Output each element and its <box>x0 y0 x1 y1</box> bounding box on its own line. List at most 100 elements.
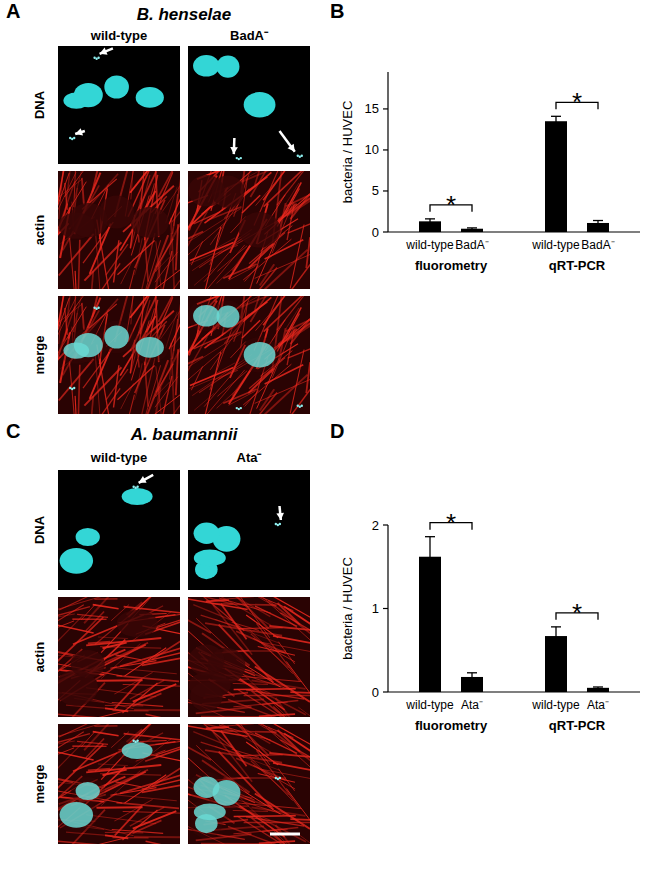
actin-fiber <box>193 732 232 748</box>
panel-letter: D <box>330 420 344 442</box>
bar <box>461 229 483 232</box>
actin-fiber <box>264 171 310 207</box>
error-bar <box>425 219 435 224</box>
nucleus <box>194 523 220 544</box>
actin-fiber <box>130 171 162 193</box>
actin-fiber <box>96 679 142 682</box>
actin-fiber <box>86 738 104 757</box>
micrograph <box>188 171 310 289</box>
actin-fiber <box>278 603 300 625</box>
actin-fiber <box>133 811 177 828</box>
actin-fiber <box>188 211 208 277</box>
actin-fiber <box>286 661 310 700</box>
bar <box>545 121 567 232</box>
nucleus <box>76 782 100 800</box>
actin-fiber <box>278 386 310 414</box>
actin-fiber <box>82 178 84 205</box>
actin-fiber <box>290 818 310 821</box>
actin-fiber <box>255 379 310 404</box>
nucleus <box>60 548 93 574</box>
actin-fiber <box>69 361 76 414</box>
actin-fiber <box>194 268 214 285</box>
micrograph <box>58 597 180 717</box>
actin-fiber <box>106 369 128 400</box>
actin-fiber <box>94 725 117 727</box>
actin-fiber <box>251 761 289 795</box>
actin-fiber <box>273 636 310 643</box>
actin-fiber <box>206 724 272 753</box>
arrow-shaft <box>280 131 295 152</box>
actin-fiber <box>264 296 310 332</box>
actin-fiber <box>269 626 310 630</box>
error-cap <box>425 218 435 219</box>
error-cap <box>467 672 477 673</box>
actin-fiber <box>306 237 310 268</box>
actin-fiber <box>105 705 143 706</box>
cell-body <box>131 332 169 363</box>
actin-fiber <box>211 724 254 727</box>
actin-fiber <box>158 171 180 197</box>
actin-fiber <box>259 714 295 716</box>
cell-body <box>211 176 244 208</box>
actin-fiber <box>127 395 134 414</box>
arrow-head <box>75 128 83 135</box>
micrograph-background <box>188 597 310 717</box>
bacterium <box>240 157 242 159</box>
arrow-shaft <box>139 475 154 483</box>
axis-label: bacteria / HUVEC <box>340 557 355 660</box>
cell-body <box>131 207 169 238</box>
actin-fiber <box>155 743 180 755</box>
nucleus <box>104 75 129 98</box>
actin-fiber <box>242 195 260 213</box>
bacterium <box>73 137 75 139</box>
y-tick-label: 15 <box>365 101 379 116</box>
bacterium <box>97 307 99 309</box>
micrograph <box>188 296 310 414</box>
arrow-head <box>288 144 295 152</box>
actin-fiber <box>298 707 310 717</box>
nucleus <box>136 87 164 108</box>
actin-fiber <box>236 758 285 780</box>
nucleus <box>74 83 103 107</box>
actin-fiber <box>204 377 229 406</box>
actin-fiber <box>162 256 180 289</box>
actin-fiber <box>298 834 310 844</box>
cell-body <box>189 672 231 699</box>
micrograph-background <box>58 470 180 590</box>
actin-fiber <box>188 336 208 402</box>
micrograph <box>58 46 180 164</box>
cell-body <box>117 737 158 764</box>
y-tick <box>383 524 388 525</box>
cell-body <box>239 212 281 247</box>
cell-body <box>69 203 108 237</box>
error-cap <box>467 227 477 228</box>
nucleus <box>194 777 220 798</box>
actin-fiber <box>96 806 142 809</box>
bacterium <box>240 407 242 409</box>
nucleus <box>216 306 239 328</box>
actin-fiber <box>84 597 111 623</box>
cell-body <box>239 337 281 372</box>
x-tick-label: Ata⁻ <box>587 698 609 712</box>
actin-fiber <box>193 605 232 621</box>
significance-label: * <box>572 598 582 628</box>
row-label: actin <box>32 642 47 672</box>
actin-fiber <box>78 365 79 414</box>
cell-body <box>71 650 105 678</box>
actin-fiber <box>174 319 178 351</box>
y-tick-label: 10 <box>365 142 379 157</box>
cell-body <box>71 777 105 805</box>
actin-fiber <box>81 604 95 620</box>
y-tick <box>383 149 388 150</box>
nucleus <box>244 342 276 367</box>
panel-title: B. henselae <box>137 5 232 24</box>
y-axis <box>387 72 388 232</box>
y-tick-label: 0 <box>372 225 379 240</box>
actin-fiber <box>290 350 304 414</box>
actin-fiber <box>58 713 120 717</box>
micrograph <box>188 46 310 164</box>
significance-label: * <box>572 87 582 117</box>
micrograph-background <box>58 296 180 414</box>
actin-fiber <box>290 319 309 344</box>
panel-letter: A <box>6 0 20 22</box>
